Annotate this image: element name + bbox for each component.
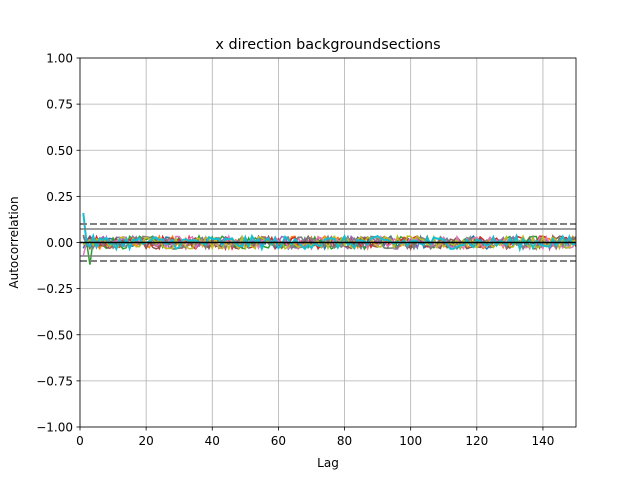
y-tick-label: −0.50 [36,328,73,342]
y-tick-label: 0.25 [46,190,73,204]
x-tick-label: 140 [531,434,554,448]
x-tick-label: 60 [271,434,286,448]
y-tick-label: 0.00 [46,236,73,250]
y-tick-label: 0.75 [46,98,73,112]
x-tick-label: 80 [337,434,352,448]
x-axis-label: Lag [317,456,339,470]
y-axis-label: Autocorrelation [7,196,21,288]
y-tick-label: −0.75 [36,374,73,388]
series-layer [82,212,577,265]
x-tick-label: 100 [399,434,422,448]
x-tick-label: 120 [465,434,488,448]
x-ticks: 0 20 40 60 80 100 120 140 [76,427,554,448]
y-tick-label: −0.25 [36,282,73,296]
y-tick-label: −1.00 [36,421,73,435]
chart-title: x direction backgroundsections [215,37,440,53]
y-tick-label: 1.00 [46,52,73,66]
x-tick-label: 20 [138,434,153,448]
reference-lines [80,223,576,262]
y-ticks: −1.00 −0.75 −0.50 −0.25 0.00 0.25 0.50 0.75 1.00 [36,52,80,435]
autocorrelation-series-line [82,212,577,253]
x-tick-label: 0 [76,434,84,448]
x-tick-label: 40 [205,434,220,448]
y-tick-label: 0.50 [46,144,73,158]
